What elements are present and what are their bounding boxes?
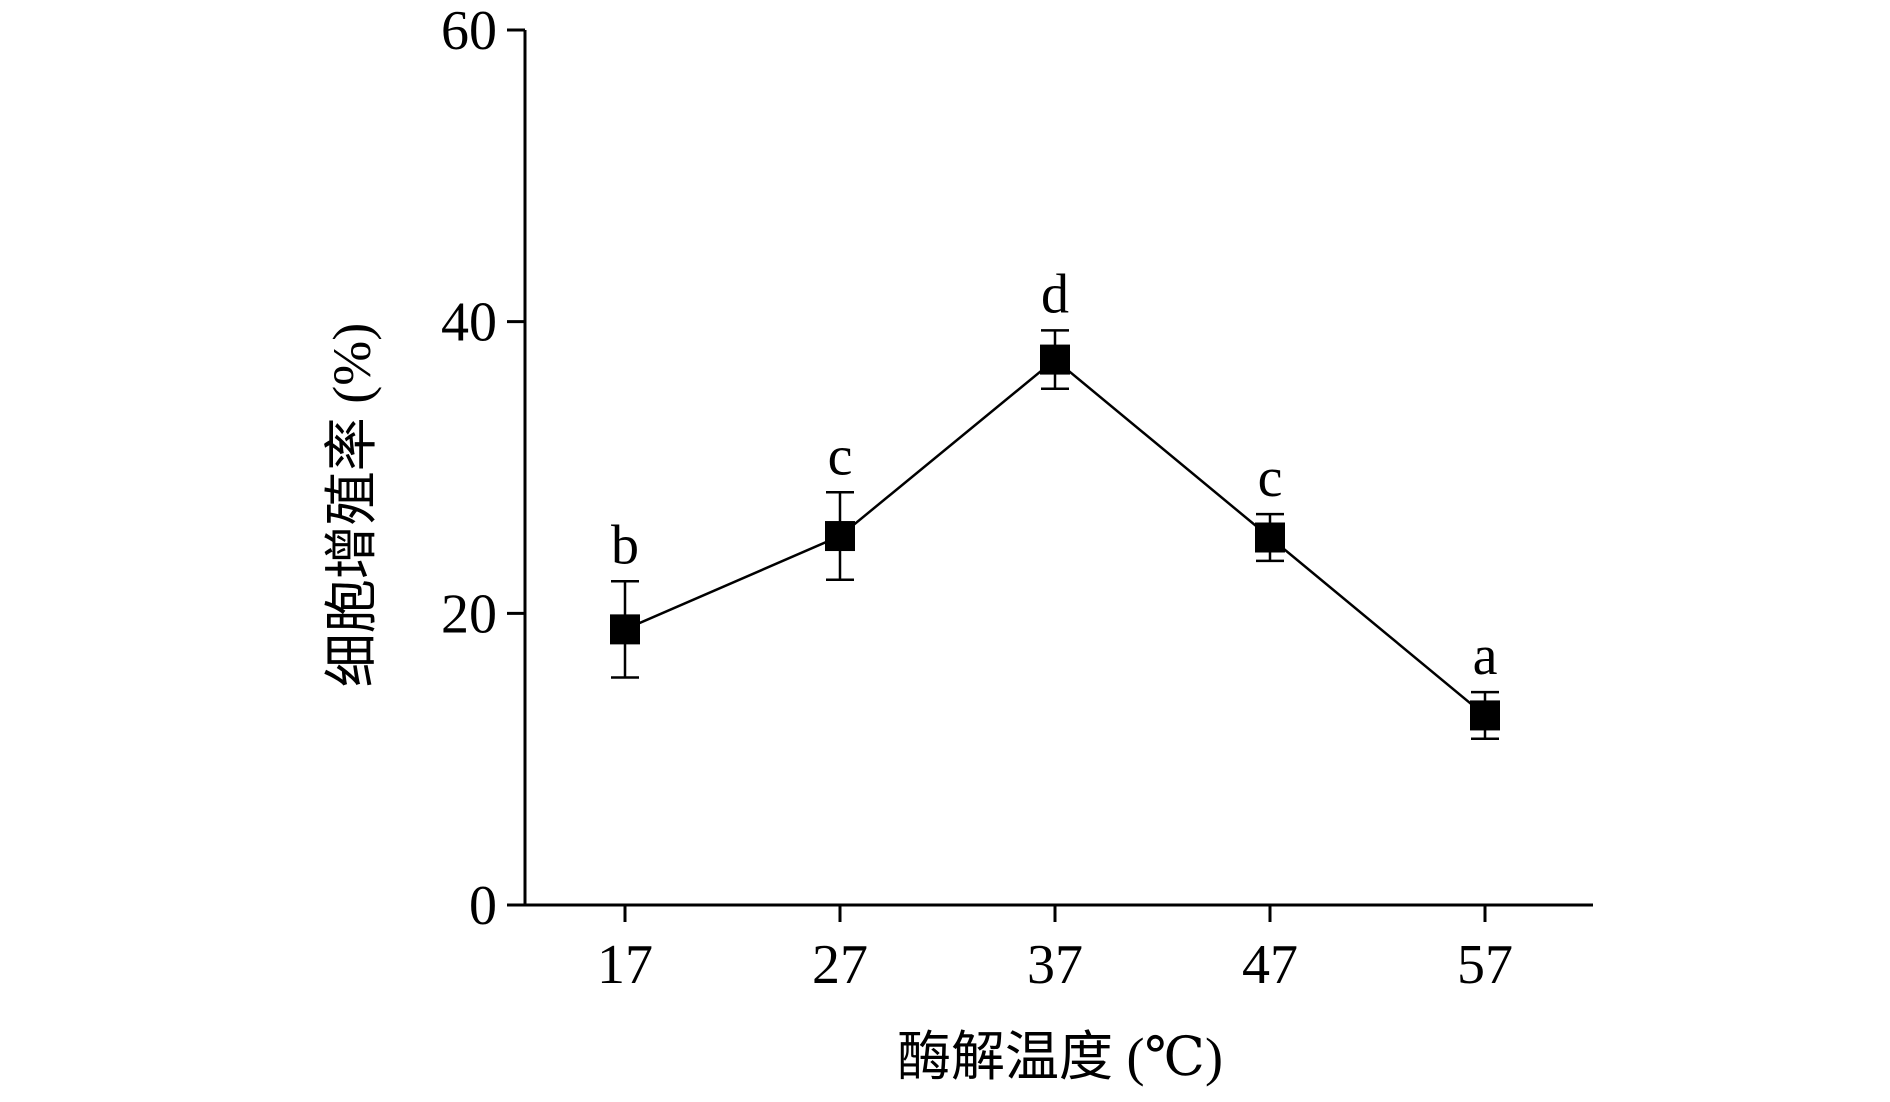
significance-label: c xyxy=(1258,447,1283,509)
significance-label: b xyxy=(611,514,639,576)
y-tick-label: 20 xyxy=(441,583,497,645)
data-point xyxy=(825,521,855,552)
series-line xyxy=(624,357,1486,717)
x-tick-label: 17 xyxy=(597,934,653,996)
data-point xyxy=(1255,522,1285,553)
y-tick-label: 40 xyxy=(441,292,497,354)
x-tick-label: 57 xyxy=(1457,934,1513,996)
significance-label: c xyxy=(828,425,853,487)
y-axis-label: 细胞增殖率 (%) xyxy=(322,323,382,687)
data-point xyxy=(1040,344,1070,375)
axes xyxy=(523,30,1593,907)
x-tick-label: 27 xyxy=(812,934,868,996)
y-tick-label: 0 xyxy=(469,875,497,937)
data-point xyxy=(610,614,640,645)
significance-label: a xyxy=(1473,625,1498,687)
data-point xyxy=(1470,700,1500,731)
series: b c d c a xyxy=(610,263,1500,740)
significance-label: d xyxy=(1041,263,1069,325)
y-tick-label: 60 xyxy=(441,0,497,62)
y-ticks: 0 20 40 60 xyxy=(441,0,525,937)
x-tick-label: 37 xyxy=(1027,934,1083,996)
x-axis-label: 酶解温度 (℃) xyxy=(897,1027,1223,1087)
x-ticks: 17 27 37 47 57 xyxy=(597,905,1513,996)
x-tick-label: 47 xyxy=(1242,934,1298,996)
